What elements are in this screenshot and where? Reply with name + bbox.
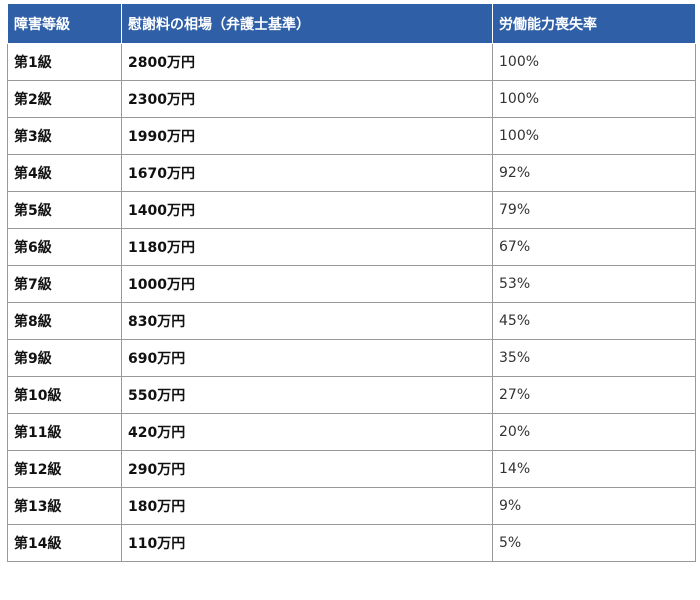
- amount-cell: 1400万円: [121, 191, 493, 229]
- amount-cell: 1000万円: [121, 265, 493, 303]
- table-row: 第3級 1990万円 100%: [7, 117, 696, 155]
- rate-cell: 100%: [492, 117, 696, 155]
- table-row: 第6級 1180万円 67%: [7, 228, 696, 266]
- amount-cell: 110万円: [121, 524, 493, 562]
- grade-cell: 第14級: [7, 524, 122, 562]
- table-row: 第4級 1670万円 92%: [7, 154, 696, 192]
- grade-cell: 第13級: [7, 487, 122, 525]
- header-grade: 障害等級: [7, 3, 122, 44]
- header-loss-rate: 労働能力喪失率: [492, 3, 696, 44]
- rate-cell: 27%: [492, 376, 696, 414]
- amount-cell: 2800万円: [121, 43, 493, 81]
- amount-cell: 690万円: [121, 339, 493, 377]
- rate-cell: 14%: [492, 450, 696, 488]
- amount-cell: 1990万円: [121, 117, 493, 155]
- rate-cell: 67%: [492, 228, 696, 266]
- amount-cell: 550万円: [121, 376, 493, 414]
- table-row: 第13級 180万円 9%: [7, 487, 696, 525]
- amount-cell: 830万円: [121, 302, 493, 340]
- grade-cell: 第3級: [7, 117, 122, 155]
- amount-cell: 2300万円: [121, 80, 493, 118]
- rate-cell: 5%: [492, 524, 696, 562]
- table-row: 第12級 290万円 14%: [7, 450, 696, 488]
- rate-cell: 45%: [492, 302, 696, 340]
- grade-cell: 第9級: [7, 339, 122, 377]
- header-row: 障害等級 慰謝料の相場（弁護士基準） 労働能力喪失率: [7, 3, 696, 44]
- grade-cell: 第12級: [7, 450, 122, 488]
- grade-cell: 第7級: [7, 265, 122, 303]
- grade-cell: 第8級: [7, 302, 122, 340]
- grade-cell: 第4級: [7, 154, 122, 192]
- amount-cell: 180万円: [121, 487, 493, 525]
- rate-cell: 20%: [492, 413, 696, 451]
- table-row: 第1級 2800万円 100%: [7, 43, 696, 81]
- table-row: 第11級 420万円 20%: [7, 413, 696, 451]
- table-row: 第5級 1400万円 79%: [7, 191, 696, 229]
- grade-cell: 第5級: [7, 191, 122, 229]
- rate-cell: 100%: [492, 80, 696, 118]
- table-row: 第10級 550万円 27%: [7, 376, 696, 414]
- rate-cell: 35%: [492, 339, 696, 377]
- header-consolation-amount: 慰謝料の相場（弁護士基準）: [121, 3, 493, 44]
- rate-cell: 53%: [492, 265, 696, 303]
- table-row: 第2級 2300万円 100%: [7, 80, 696, 118]
- amount-cell: 290万円: [121, 450, 493, 488]
- grade-cell: 第2級: [7, 80, 122, 118]
- table-header: 障害等級 慰謝料の相場（弁護士基準） 労働能力喪失率: [7, 3, 696, 44]
- rate-cell: 92%: [492, 154, 696, 192]
- rate-cell: 9%: [492, 487, 696, 525]
- grade-cell: 第1級: [7, 43, 122, 81]
- table-row: 第14級 110万円 5%: [7, 524, 696, 562]
- amount-cell: 1670万円: [121, 154, 493, 192]
- grade-cell: 第10級: [7, 376, 122, 414]
- table-row: 第9級 690万円 35%: [7, 339, 696, 377]
- amount-cell: 1180万円: [121, 228, 493, 266]
- table-row: 第8級 830万円 45%: [7, 302, 696, 340]
- rate-cell: 79%: [492, 191, 696, 229]
- table-body: 第1級 2800万円 100% 第2級 2300万円 100% 第3級 1990万円 100% 第…: [7, 43, 696, 562]
- grade-cell: 第11級: [7, 413, 122, 451]
- amount-cell: 420万円: [121, 413, 493, 451]
- disability-grade-table: 障害等級 慰謝料の相場（弁護士基準） 労働能力喪失率 第1級 2800万円 100%…: [7, 3, 696, 562]
- rate-cell: 100%: [492, 43, 696, 81]
- grade-cell: 第6級: [7, 228, 122, 266]
- table-row: 第7級 1000万円 53%: [7, 265, 696, 303]
